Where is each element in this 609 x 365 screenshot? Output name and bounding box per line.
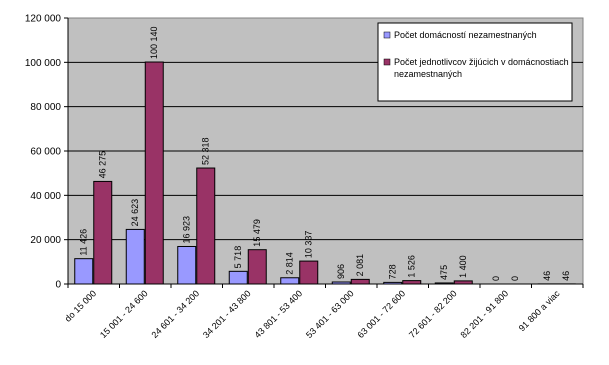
data-label: 100 140	[149, 26, 159, 59]
y-tick-label: 120 000	[25, 14, 62, 25]
bar-individuals	[94, 181, 112, 284]
data-label: 46 275	[98, 151, 108, 179]
data-label: 16 923	[182, 216, 192, 244]
data-label: 5 718	[233, 246, 243, 269]
x-tick-label: do 15 000	[63, 288, 98, 323]
y-axis: 0 20 000 40 000 60 000 80 000 100 000 120 000	[25, 14, 68, 291]
legend: Počet domácností nezamestnaných Počet je…	[378, 23, 572, 101]
data-label: 728	[388, 264, 398, 279]
y-tick-label: 100 000	[25, 58, 62, 69]
data-label: 906	[336, 264, 346, 279]
bar-households	[178, 246, 196, 284]
legend-swatch-households	[384, 32, 390, 38]
bar-individuals	[145, 62, 163, 284]
data-label: 46	[561, 271, 571, 281]
data-label: 46	[542, 271, 552, 281]
legend-label-individuals-line2: nezamestnaných	[394, 69, 462, 79]
x-tick-label: 72 601 - 82 200	[407, 288, 459, 340]
data-label: 475	[439, 265, 449, 280]
data-label: 0	[510, 276, 520, 281]
x-tick-label: 91 800 a viac	[517, 288, 562, 333]
data-label: 1 400	[458, 255, 468, 278]
x-tick-label: 15 001 - 24 600	[98, 288, 150, 340]
bar-households	[281, 278, 299, 284]
x-tick-label: 43 801 - 53 400	[253, 288, 305, 340]
data-label: 11 426	[79, 229, 89, 256]
x-tick-label: 63 001 - 72 600	[356, 288, 408, 340]
data-label: 0	[491, 276, 501, 281]
bar-households	[229, 271, 247, 284]
y-tick-label: 0	[55, 280, 61, 291]
bar-households	[126, 229, 144, 284]
legend-swatch-individuals	[384, 59, 390, 65]
bar-individuals	[403, 281, 421, 284]
y-tick-label: 40 000	[30, 191, 61, 202]
bar-households	[75, 259, 93, 284]
x-tick-label: 53 401 - 63 000	[304, 288, 356, 340]
bar-individuals	[351, 279, 369, 284]
bar-individuals	[197, 168, 215, 284]
data-label: 1 526	[407, 255, 417, 278]
data-label: 52 318	[201, 137, 211, 165]
y-tick-label: 20 000	[30, 235, 61, 246]
bar-individuals	[300, 261, 318, 284]
bar-individuals	[248, 250, 266, 284]
legend-label-individuals-line1: Počet jednotlivcov žijúcich v domácnosti…	[394, 57, 569, 67]
y-tick-label: 80 000	[30, 102, 61, 113]
x-tick-label: 24 601 - 34 200	[150, 288, 202, 340]
data-label: 2 081	[355, 254, 365, 277]
x-tick-label: 82 201 - 91 800	[459, 288, 511, 340]
data-label: 10 337	[304, 231, 314, 259]
legend-label-households: Počet domácností nezamestnaných	[394, 30, 537, 40]
x-tick-label: 34 201 - 43 800	[201, 288, 253, 340]
data-label: 2 814	[285, 252, 295, 275]
data-label: 15 479	[252, 219, 262, 247]
y-tick-label: 60 000	[30, 147, 61, 158]
data-label: 24 623	[130, 199, 140, 227]
